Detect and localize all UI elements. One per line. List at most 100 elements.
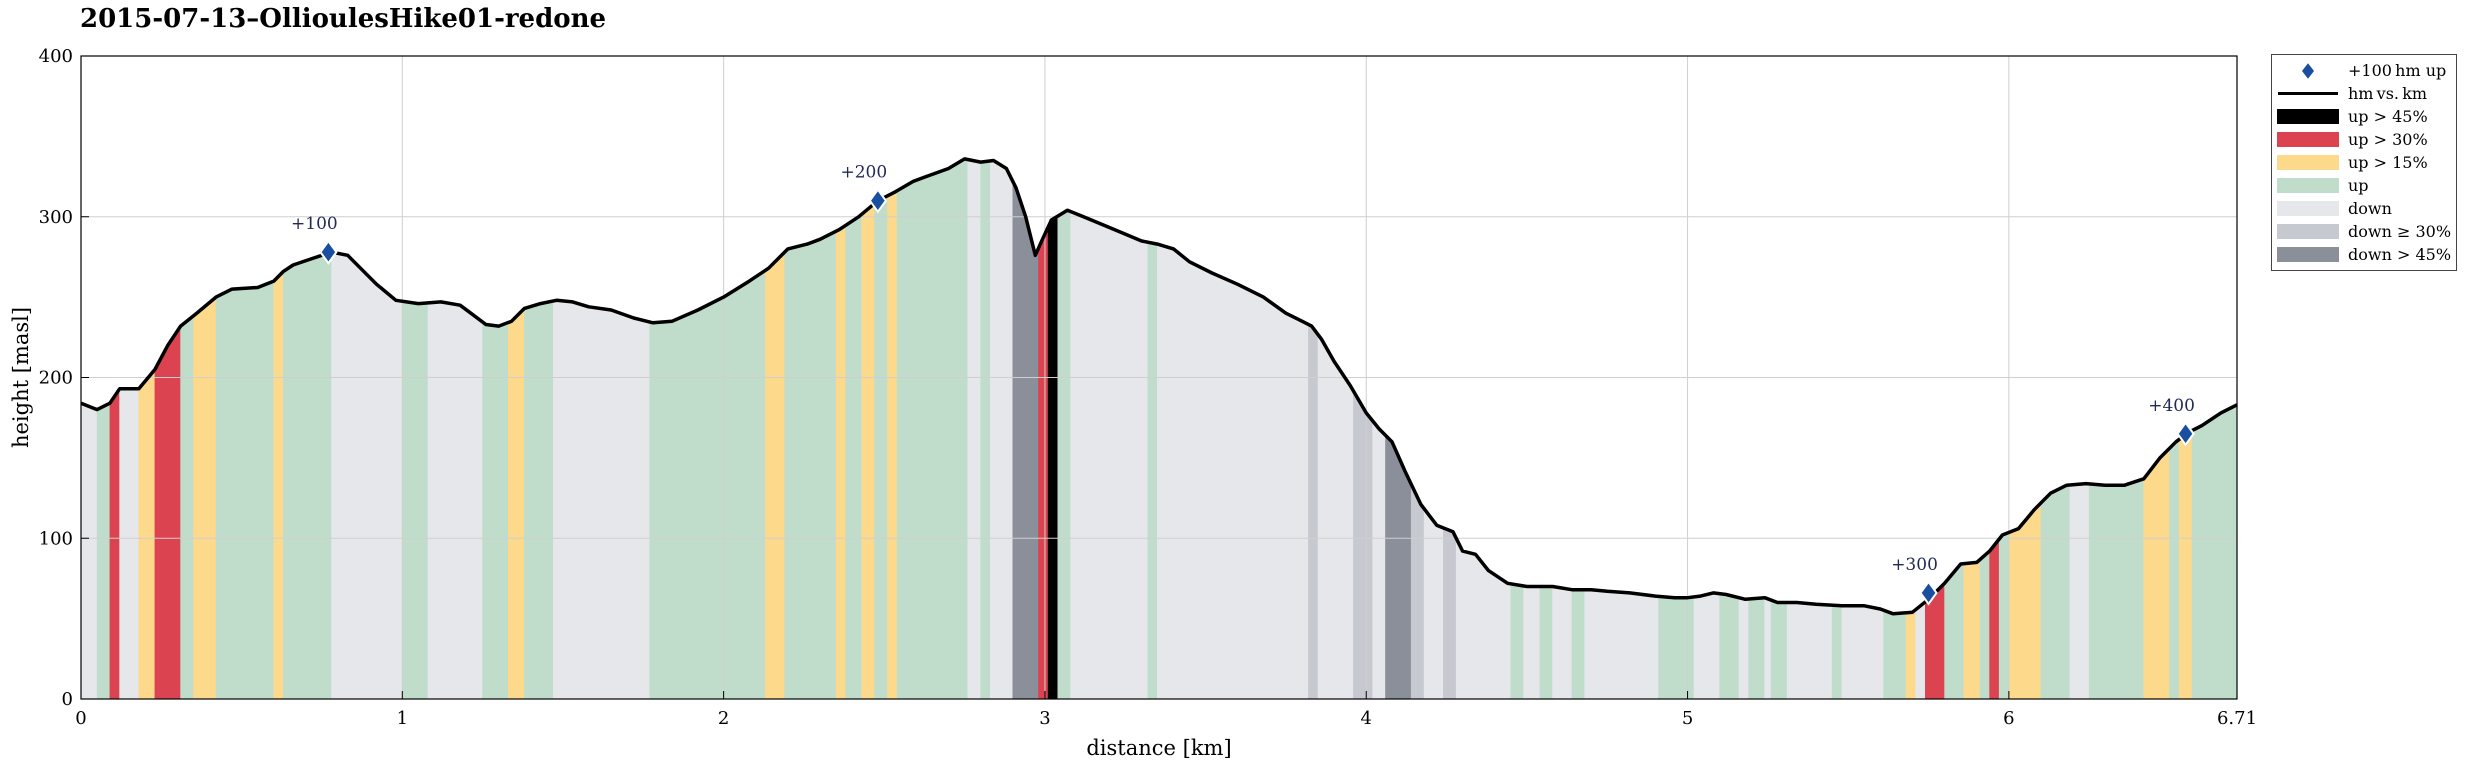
hm-marker-label: +200 <box>841 163 888 183</box>
segment-down <box>2069 483 2090 700</box>
segment-up <box>1883 609 1907 700</box>
segment-up <box>1510 583 1524 700</box>
y-tick-label: 200 <box>39 368 73 389</box>
segment-up <box>1748 597 1765 700</box>
segment-up <box>180 315 194 700</box>
segment-up30 <box>154 325 181 700</box>
segment-down <box>1552 586 1573 700</box>
segment-down <box>119 388 140 700</box>
legend-label: down ≥ 30% <box>2348 222 2452 241</box>
legend-label: up > 45% <box>2348 107 2428 126</box>
segment-down30 <box>1410 484 1425 700</box>
x-tick-label: 3 <box>1039 708 1050 729</box>
segment-up <box>215 280 275 700</box>
segment-up <box>1147 241 1158 700</box>
segment-up15 <box>835 224 847 700</box>
segment-up <box>1539 586 1553 700</box>
segment-down <box>1423 507 1444 700</box>
legend-label: up > 15% <box>2348 153 2428 172</box>
hm-marker <box>1919 580 1938 606</box>
segment-up <box>1998 532 2010 700</box>
legend-swatch <box>2276 86 2340 102</box>
segment-up <box>1057 209 1071 700</box>
x-ticks: 0 1 2 3 4 5 6 6.71 <box>75 691 2257 729</box>
hm-marker <box>2176 421 2195 447</box>
segment-down <box>1738 597 1749 700</box>
segment-up <box>401 300 429 700</box>
legend-label: hm vs. km <box>2348 84 2428 103</box>
segment-up30 <box>1038 226 1049 700</box>
segment-down <box>989 160 1014 700</box>
segment-up <box>2169 438 2180 700</box>
segment-down <box>1070 211 1149 700</box>
hm-marker <box>319 239 338 265</box>
segment-down <box>1841 605 1884 700</box>
segment-up <box>1831 604 1843 700</box>
segment-up15 <box>2178 430 2193 700</box>
segment-up <box>1571 589 1585 700</box>
profile-line <box>80 157 2238 616</box>
legend-label: down > 45% <box>2348 245 2452 264</box>
x-tick-label: 6 <box>2003 708 2014 729</box>
legend-swatch <box>2276 224 2340 240</box>
grid-lines <box>81 56 2237 699</box>
legend-label: +100 hm up <box>2348 61 2447 80</box>
segment-up <box>2040 484 2071 700</box>
segment-down <box>552 299 651 700</box>
segment-up <box>2088 478 2145 700</box>
x-axis-label: distance [km] <box>1086 736 1231 760</box>
legend-entry-up: up <box>2276 174 2450 197</box>
y-tick-label: 400 <box>39 46 73 67</box>
hm-marker-label: +400 <box>2148 396 2195 416</box>
segment-up <box>1944 563 1965 700</box>
x-tick-label: 2 <box>718 708 729 729</box>
segment-up15 <box>273 270 284 700</box>
legend-label: up > 30% <box>2348 130 2428 149</box>
legend-swatch <box>2276 155 2340 171</box>
segment-down <box>1523 585 1541 700</box>
legend-entry-marker: +100 hm up <box>2276 59 2450 82</box>
segment-up15 <box>887 190 898 700</box>
legend-entry-up30: up > 30% <box>2276 128 2450 151</box>
legend-label: up <box>2348 176 2369 195</box>
x-tick-label: 1 <box>397 708 408 729</box>
segment-up <box>1719 593 1740 700</box>
x-tick-label: 5 <box>1682 708 1693 729</box>
segment-down <box>80 402 98 700</box>
segment-up <box>1658 596 1695 700</box>
legend-entry-down: down <box>2276 197 2450 220</box>
segment-down <box>1764 597 1772 700</box>
segment-up <box>845 213 863 700</box>
x-tick-label: 0 <box>75 708 86 729</box>
segment-up <box>896 158 969 700</box>
y-tick-label: 100 <box>39 528 73 549</box>
legend-swatch <box>2276 201 2340 217</box>
segment-down30 <box>1308 324 1319 700</box>
legend-entry-down45: down > 45% <box>2276 243 2452 266</box>
segment-up <box>1979 550 1990 700</box>
hm-marker <box>868 187 888 214</box>
segment-up15 <box>138 368 156 700</box>
segment-up45 <box>1047 215 1059 700</box>
y-axis-label: height [masl] <box>9 307 33 448</box>
segment-up <box>283 251 332 700</box>
segment-down <box>427 301 483 700</box>
segment-up15 <box>765 251 786 700</box>
legend-entry-up15: up > 15% <box>2276 151 2450 174</box>
segment-up <box>874 195 888 700</box>
segment-up <box>784 230 837 700</box>
legend-entry-line: hm vs. km <box>2276 82 2450 105</box>
segment-up <box>96 402 111 700</box>
segment-up15 <box>2143 447 2170 700</box>
hm-marker-label: +300 <box>1891 555 1938 575</box>
segment-up15 <box>193 296 217 700</box>
x-tick-label: 6.71 <box>2217 708 2257 729</box>
segment-down <box>1372 420 1386 700</box>
segment-down45 <box>1012 181 1039 700</box>
segment-down30 <box>1353 389 1373 700</box>
segment-up <box>2191 404 2238 700</box>
segment-down <box>967 159 982 700</box>
segment-up15 <box>1905 608 1916 700</box>
segment-up15 <box>507 307 525 700</box>
